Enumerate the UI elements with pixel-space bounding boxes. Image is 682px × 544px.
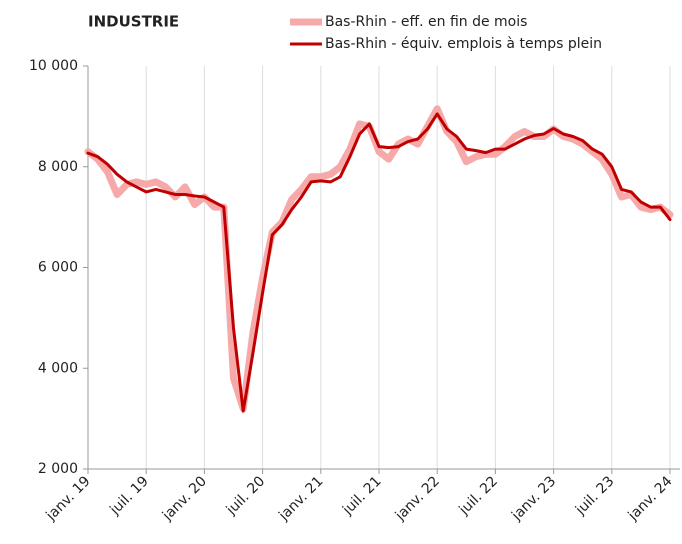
x-tick-label: janv. 19 (43, 473, 94, 524)
x-tick-label: juil. 23 (572, 473, 617, 518)
y-tick-label: 10 000 (29, 58, 78, 74)
x-tick-label: juil. 21 (339, 473, 384, 518)
y-tick-label: 8 000 (38, 159, 78, 175)
x-tick-label: janv. 20 (159, 473, 210, 524)
series-line (86, 112, 672, 413)
chart-title: INDUSTRIE (88, 13, 179, 31)
legend-label: Bas-Rhin - eff. en fin de mois (325, 14, 527, 30)
x-tick-label: janv. 22 (392, 473, 443, 524)
x-tick-label: janv. 23 (508, 473, 559, 524)
x-tick-label: janv. 24 (625, 473, 676, 524)
x-tick-label: juil. 19 (106, 473, 151, 518)
legend-label: Bas-Rhin - équiv. emplois à temps plein (325, 36, 602, 52)
x-tick-label: juil. 20 (223, 473, 268, 518)
y-tick-label: 4 000 (38, 360, 78, 376)
y-tick-label: 2 000 (38, 461, 78, 477)
x-tick-label: juil. 22 (456, 473, 501, 518)
series-line (84, 105, 674, 413)
y-tick-label: 6 000 (38, 260, 78, 276)
x-tick-label: janv. 21 (275, 473, 326, 524)
